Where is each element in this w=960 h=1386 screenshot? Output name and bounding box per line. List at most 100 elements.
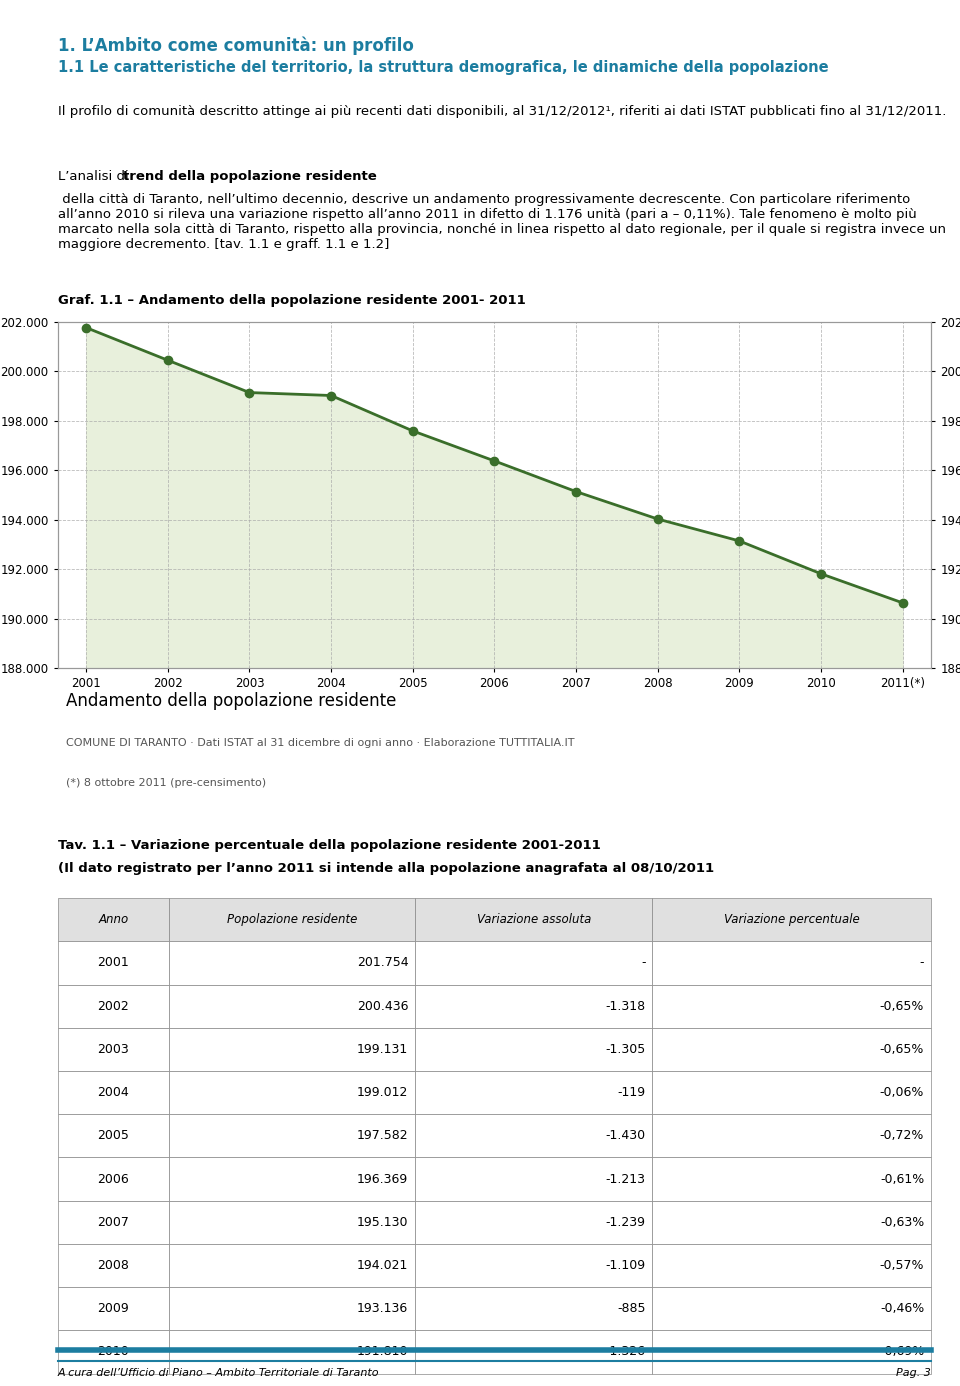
Bar [653,1200,931,1243]
Bar [58,984,169,1028]
Bar [653,1157,931,1200]
Text: Anno: Anno [98,913,129,926]
Text: -0,63%: -0,63% [880,1216,924,1229]
Text: 1.1 Le caratteristiche del territorio, la struttura demografica, le dinamiche de: 1.1 Le caratteristiche del territorio, l… [58,60,828,75]
Text: -0,65%: -0,65% [879,1042,924,1056]
Text: -0,72%: -0,72% [879,1130,924,1142]
Bar [169,1200,416,1243]
Bar [169,1157,416,1200]
Text: -0,57%: -0,57% [879,1258,924,1272]
Text: -0,69%: -0,69% [880,1346,924,1358]
Text: 2005: 2005 [97,1130,130,1142]
Bar [58,1200,169,1243]
Bar [653,1331,931,1374]
Bar [416,1331,653,1374]
Bar [653,1288,931,1331]
Text: Graf. 1.1 – Andamento della popolazione residente 2001- 2011: Graf. 1.1 – Andamento della popolazione … [58,294,525,306]
Text: 1. L’Ambito come comunità: un profilo: 1. L’Ambito come comunità: un profilo [58,36,414,54]
Bar [653,1114,931,1157]
Bar [169,984,416,1028]
Bar [653,984,931,1028]
Text: Pag. 3: Pag. 3 [897,1368,931,1378]
Bar [416,1288,653,1331]
Text: della città di Taranto, nell’ultimo decennio, descrive un andamento progressivam: della città di Taranto, nell’ultimo dece… [58,193,946,251]
Bar [416,1157,653,1200]
Text: -0,46%: -0,46% [880,1303,924,1315]
Text: -1.430: -1.430 [605,1130,645,1142]
Bar [653,898,931,941]
Text: -: - [641,956,645,969]
Text: -1.239: -1.239 [606,1216,645,1229]
Text: -1.326: -1.326 [606,1346,645,1358]
Text: 195.130: 195.130 [357,1216,408,1229]
Bar [416,1243,653,1288]
Text: 2004: 2004 [98,1087,130,1099]
Text: (*) 8 ottobre 2011 (pre-censimento): (*) 8 ottobre 2011 (pre-censimento) [66,779,267,789]
Text: Il profilo di comunità descritto attinge ai più recenti dati disponibili, al 31/: Il profilo di comunità descritto attinge… [58,105,946,118]
Text: 201.754: 201.754 [357,956,408,969]
Text: 191.810: 191.810 [357,1346,408,1358]
Text: L’analisi di: L’analisi di [58,170,132,183]
Bar [653,1028,931,1071]
Text: 2006: 2006 [98,1173,130,1185]
Bar [169,1288,416,1331]
Bar [416,1028,653,1071]
Text: -1.213: -1.213 [606,1173,645,1185]
Text: trend della popolazione residente: trend della popolazione residente [123,170,376,183]
Bar [416,1071,653,1114]
Bar [169,1331,416,1374]
Bar [169,1114,416,1157]
Text: -: - [920,956,924,969]
Bar [58,1288,169,1331]
Bar [416,1114,653,1157]
Text: Variazione percentuale: Variazione percentuale [724,913,859,926]
Bar [416,898,653,941]
Bar [416,984,653,1028]
Bar [58,1028,169,1071]
Bar [169,1071,416,1114]
Text: -0,65%: -0,65% [879,999,924,1013]
Text: 2010: 2010 [98,1346,130,1358]
Text: -885: -885 [617,1303,645,1315]
Text: 2003: 2003 [98,1042,130,1056]
Text: -1.318: -1.318 [605,999,645,1013]
Text: 2009: 2009 [98,1303,130,1315]
Bar [58,1243,169,1288]
Text: 200.436: 200.436 [357,999,408,1013]
Bar [653,1071,931,1114]
Bar [169,1243,416,1288]
Text: Andamento della popolazione residente: Andamento della popolazione residente [66,692,396,710]
Bar [169,898,416,941]
Text: -1.305: -1.305 [605,1042,645,1056]
Text: A cura dell’Ufficio di Piano – Ambito Territoriale di Taranto: A cura dell’Ufficio di Piano – Ambito Te… [58,1368,379,1378]
Bar [58,941,169,984]
Bar [58,1071,169,1114]
Text: -119: -119 [617,1087,645,1099]
Bar [58,1157,169,1200]
Bar [58,1331,169,1374]
Bar [416,941,653,984]
Text: 194.021: 194.021 [357,1258,408,1272]
Text: 199.012: 199.012 [357,1087,408,1099]
Text: -0,06%: -0,06% [879,1087,924,1099]
Bar [653,941,931,984]
Bar [58,1114,169,1157]
Text: 2008: 2008 [97,1258,130,1272]
Bar [169,941,416,984]
Text: 2007: 2007 [97,1216,130,1229]
Bar [653,1243,931,1288]
Text: 2001: 2001 [98,956,130,969]
Text: Tav. 1.1 – Variazione percentuale della popolazione residente 2001-2011: Tav. 1.1 – Variazione percentuale della … [58,839,600,851]
Text: Popolazione residente: Popolazione residente [228,913,357,926]
Text: 193.136: 193.136 [357,1303,408,1315]
Text: COMUNE DI TARANTO · Dati ISTAT al 31 dicembre di ogni anno · Elaborazione TUTTIT: COMUNE DI TARANTO · Dati ISTAT al 31 dic… [66,737,575,747]
Text: Variazione assoluta: Variazione assoluta [477,913,591,926]
Text: 199.131: 199.131 [357,1042,408,1056]
Text: 196.369: 196.369 [357,1173,408,1185]
Bar [169,1028,416,1071]
Text: -0,61%: -0,61% [880,1173,924,1185]
Text: 197.582: 197.582 [357,1130,408,1142]
Text: 2002: 2002 [98,999,130,1013]
Bar [58,898,169,941]
Text: -1.109: -1.109 [605,1258,645,1272]
